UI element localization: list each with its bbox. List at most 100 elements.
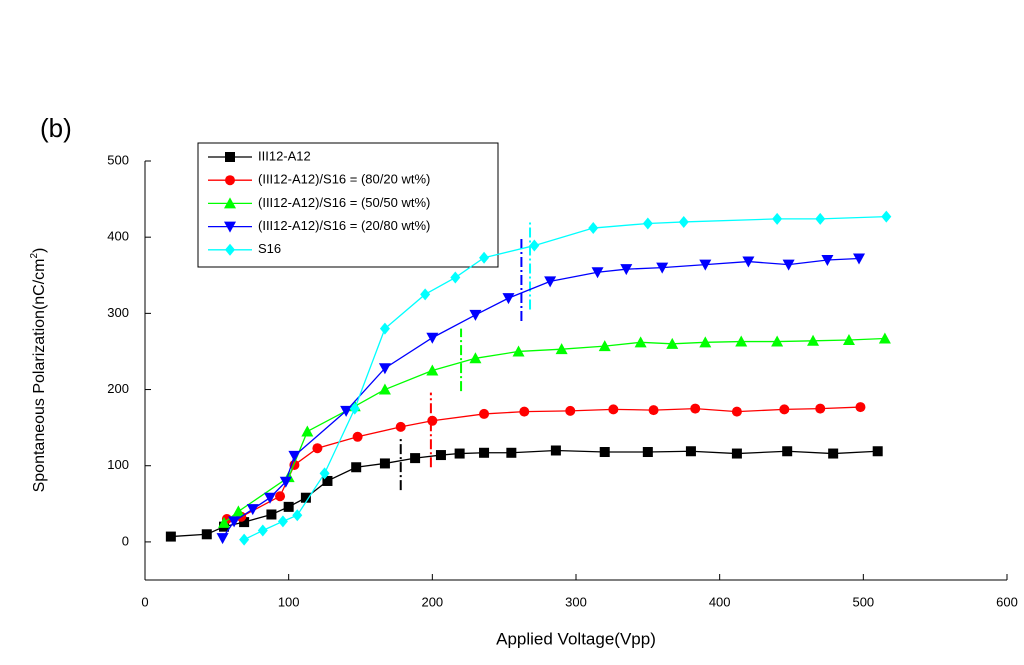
data-point <box>228 516 241 528</box>
data-point <box>395 421 406 432</box>
data-point <box>742 256 755 268</box>
y-label-end: ) <box>31 248 48 253</box>
data-point <box>426 332 439 344</box>
data-point <box>450 271 461 284</box>
legend-label: (III12-A12)/S16 = (20/80 wt%) <box>258 218 430 233</box>
data-point <box>322 475 333 486</box>
y-tick-label: 100 <box>107 457 129 472</box>
data-point <box>529 239 540 252</box>
data-point <box>232 505 245 517</box>
data-point <box>319 467 330 480</box>
data-point <box>620 264 633 276</box>
y-tick-label: 500 <box>107 152 129 167</box>
x-tick-label: 400 <box>709 594 731 609</box>
x-tick-label: 100 <box>278 594 300 609</box>
x-axis-label: Applied Voltage(Vpp) <box>496 629 656 648</box>
data-point <box>301 425 314 437</box>
data-point <box>351 462 362 473</box>
data-point <box>246 504 259 516</box>
data-point <box>427 415 438 426</box>
data-point <box>312 443 323 454</box>
data-point <box>588 222 599 235</box>
data-point <box>479 251 490 264</box>
data-point <box>544 276 557 288</box>
data-point <box>648 405 659 416</box>
legend-label: (III12-A12)/S16 = (50/50 wt%) <box>258 195 430 210</box>
data-point <box>656 262 669 274</box>
data-point <box>807 334 820 346</box>
y-tick-label: 200 <box>107 381 129 396</box>
legend-label: (III12-A12)/S16 = (80/20 wt%) <box>258 172 430 187</box>
data-point <box>454 448 465 459</box>
legend-label: III12-A12 <box>258 148 311 163</box>
data-point <box>815 212 826 225</box>
legend-marker <box>225 243 235 256</box>
data-point <box>218 516 231 528</box>
data-point <box>555 343 568 355</box>
y-tick-label: 0 <box>122 533 129 548</box>
data-point <box>216 533 229 545</box>
data-point <box>634 336 647 348</box>
data-point <box>642 447 653 458</box>
data-point <box>855 402 866 413</box>
y-tick-label: 300 <box>107 305 129 320</box>
x-tick-label: 300 <box>565 594 587 609</box>
data-point <box>378 383 391 395</box>
x-tick-label: 600 <box>996 594 1018 609</box>
data-point <box>550 445 561 456</box>
data-point <box>352 431 363 442</box>
data-point <box>292 509 303 522</box>
data-point <box>275 491 286 502</box>
y-label-sup: 2 <box>29 252 40 258</box>
data-point <box>666 337 679 349</box>
data-point <box>512 345 525 357</box>
data-point <box>279 476 292 488</box>
legend-label: S16 <box>258 241 281 256</box>
data-point <box>469 309 482 321</box>
data-point <box>379 458 390 469</box>
data-point <box>591 267 604 279</box>
data-point <box>426 364 439 376</box>
data-point <box>519 406 530 417</box>
data-point <box>699 259 712 271</box>
data-point <box>239 517 250 528</box>
y-tick-label: 400 <box>107 229 129 244</box>
legend-marker <box>224 221 236 233</box>
data-point <box>608 404 619 415</box>
data-point <box>599 447 610 458</box>
data-point <box>678 215 689 228</box>
y-axis-label: Spontaneous Polarization(nC/cm2) <box>29 248 49 493</box>
data-point <box>685 446 696 457</box>
data-point <box>479 447 490 458</box>
data-point <box>642 217 653 230</box>
data-point <box>506 447 517 458</box>
data-point <box>842 334 855 346</box>
data-point <box>266 509 277 520</box>
data-point <box>410 453 421 464</box>
legend-marker <box>224 197 236 209</box>
data-point <box>782 259 795 271</box>
data-point <box>340 405 353 417</box>
data-point <box>378 363 391 375</box>
data-point <box>690 403 701 414</box>
data-point <box>300 492 311 503</box>
data-point <box>239 533 250 546</box>
data-point <box>435 450 446 461</box>
data-point <box>731 448 742 459</box>
data-point <box>263 492 276 504</box>
series-line <box>222 257 860 539</box>
data-point <box>479 408 490 419</box>
data-point <box>349 402 360 415</box>
data-point <box>828 448 839 459</box>
data-point <box>771 335 784 347</box>
data-point <box>379 322 390 335</box>
data-point <box>277 515 288 528</box>
data-point <box>735 335 748 347</box>
data-point <box>772 212 783 225</box>
data-point <box>502 293 515 305</box>
legend-marker <box>225 152 235 162</box>
data-point <box>872 446 883 457</box>
x-tick-label: 500 <box>852 594 874 609</box>
data-point <box>815 403 826 414</box>
